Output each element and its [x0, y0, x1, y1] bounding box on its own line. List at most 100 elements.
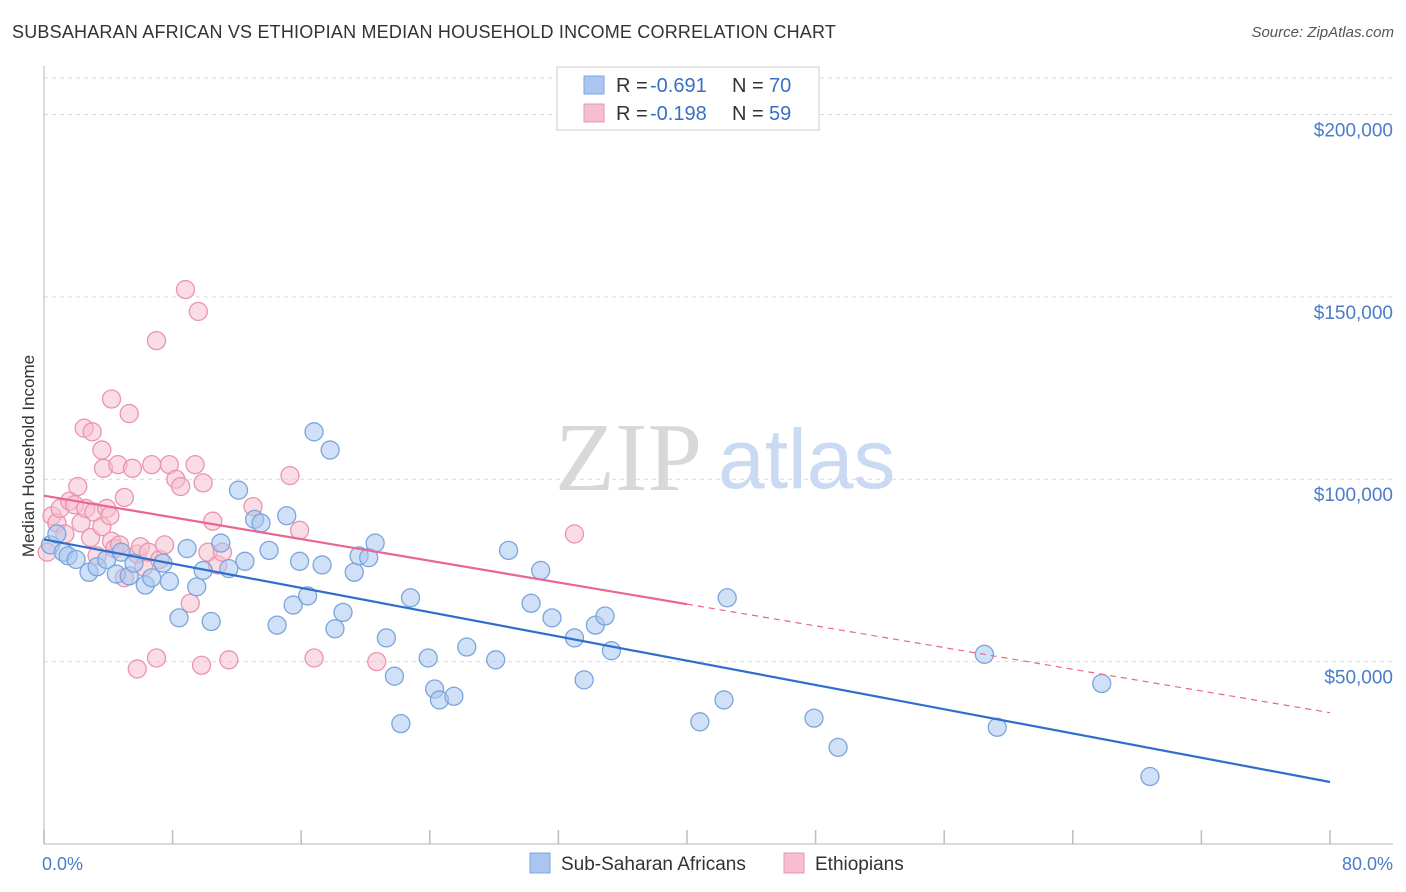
subsaharan-point	[159, 571, 180, 592]
grid-layer	[44, 77, 1393, 663]
ethiopian-trendline	[43, 494, 688, 606]
ethiopian-point	[154, 535, 175, 555]
x-tick-label-min: 0.0%	[42, 854, 83, 874]
ethiopian-point	[146, 330, 167, 351]
ethiopian-point	[185, 454, 205, 475]
subsaharan-point	[717, 588, 737, 608]
subsaharan-point	[344, 562, 364, 582]
legend-swatch-blue	[583, 75, 605, 95]
ethiopian-point	[101, 389, 122, 409]
subsaharan-point	[333, 602, 353, 623]
subsaharan-point	[277, 506, 297, 526]
watermark: ZIP atlas	[555, 404, 895, 512]
chart-source: Source: ZipAtlas.com	[1251, 24, 1394, 41]
subsaharan-point	[142, 568, 162, 588]
ethiopian-point	[92, 440, 112, 460]
subsaharan-point	[169, 608, 189, 628]
subsaharan-point	[542, 608, 562, 628]
ethiopian-point	[100, 506, 120, 526]
bottom-legend: Sub-Saharan Africans Ethiopians	[529, 852, 904, 875]
subsaharan-point	[400, 588, 421, 608]
x-tick-label-max: 80.0%	[1342, 854, 1393, 874]
legend-r-label-1: R =	[616, 75, 648, 97]
subsaharan-point	[228, 480, 249, 500]
ethiopian-point	[219, 650, 239, 670]
subsaharan-point	[418, 648, 438, 668]
ethiopian-point	[191, 655, 212, 675]
subsaharan-point	[391, 713, 411, 734]
bottom-legend-label-blue: Sub-Saharan Africans	[561, 854, 746, 875]
ethiopian-point	[304, 648, 324, 668]
legend-n-value-1: 70	[769, 75, 791, 97]
ethiopian-point	[175, 279, 196, 300]
legend-r-value-1: -0.691	[650, 75, 707, 97]
legend-n-label-1: N =	[732, 75, 764, 97]
y-tick-label: $150,000	[1314, 303, 1393, 324]
ethiopian-point	[114, 487, 135, 508]
ethiopian-point	[203, 511, 223, 531]
legend-n-value-2: 59	[769, 103, 791, 125]
legend: R = -0.691 N = 70 R = -0.198 N = 59	[556, 66, 820, 131]
ethiopian-point	[280, 465, 300, 486]
legend-swatch-pink	[583, 103, 605, 123]
subsaharan-point	[66, 549, 86, 570]
subsaharan-trendline	[43, 538, 1331, 784]
ethiopian-point	[127, 659, 147, 679]
ethiopian-point	[180, 593, 200, 613]
ethiopian-point	[119, 403, 139, 424]
subsaharan-point	[714, 690, 734, 710]
subsaharan-point	[312, 555, 332, 575]
subsaharan-point	[283, 595, 303, 615]
subsaharan-point	[521, 593, 541, 613]
ethiopian-point	[146, 648, 167, 668]
trend-layer	[43, 494, 1331, 784]
axis-layer	[43, 66, 1393, 845]
bottom-legend-label-pink: Ethiopians	[815, 854, 904, 875]
subsaharan-point	[376, 628, 397, 648]
subsaharan-point	[259, 540, 279, 561]
subsaharan-point	[251, 513, 271, 533]
watermark-atlas: atlas	[718, 412, 895, 506]
subsaharan-point	[187, 577, 207, 597]
y-tick-label: $50,000	[1324, 668, 1393, 689]
subsaharan-point	[211, 533, 231, 553]
ethiopian-point	[122, 458, 143, 478]
subsaharan-point	[235, 551, 255, 571]
tick-labels: $50,000 $100,000 $150,000 $200,000 0.0% 80.0%	[42, 120, 1393, 874]
subsaharan-point	[289, 551, 310, 571]
subsaharan-point	[1092, 673, 1112, 694]
y-tick-label: $200,000	[1314, 120, 1393, 141]
y-axis-title: Median Household Income	[19, 355, 38, 557]
subsaharan-point	[267, 615, 287, 635]
subsaharan-point	[690, 712, 710, 732]
bottom-legend-swatch-pink	[783, 852, 805, 874]
subsaharan-point	[498, 540, 519, 561]
legend-r-value-2: -0.198	[650, 103, 707, 125]
ethiopian-point	[142, 454, 162, 475]
ethiopian-point	[82, 422, 102, 442]
subsaharan-point	[574, 670, 594, 690]
subsaharan-point	[297, 586, 318, 606]
ethiopian-point	[289, 520, 310, 540]
watermark-zip: ZIP	[555, 404, 702, 512]
subsaharan-point	[444, 686, 464, 706]
subsaharan-point	[384, 666, 405, 686]
subsaharan-point	[531, 560, 551, 581]
chart-title: SUBSAHARAN AFRICAN VS ETHIOPIAN MEDIAN H…	[12, 22, 837, 42]
subsaharan-point	[486, 650, 506, 670]
subsaharan-point	[304, 422, 324, 442]
subsaharan-point	[325, 619, 345, 639]
subsaharan-point	[804, 708, 824, 728]
y-tick-label: $100,000	[1314, 485, 1393, 506]
legend-r-label-2: R =	[616, 103, 648, 125]
subsaharan-point	[124, 553, 144, 573]
subsaharan-point	[201, 611, 221, 632]
subsaharan-point	[595, 606, 615, 626]
ethiopian-point	[188, 301, 208, 322]
ethiopian-point	[170, 476, 191, 497]
ethiopian-point	[193, 473, 213, 493]
subsaharan-point	[320, 440, 340, 460]
bottom-legend-swatch-blue	[529, 852, 551, 874]
subsaharan-point	[1140, 766, 1160, 787]
subsaharan-point	[828, 737, 848, 757]
